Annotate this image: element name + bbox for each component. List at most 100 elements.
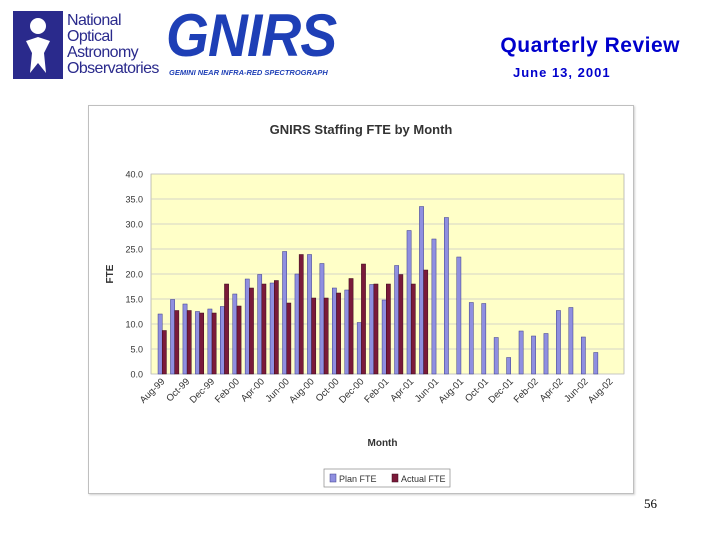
actual-fte-bar (336, 292, 341, 375)
plan-fte-bar (244, 278, 250, 375)
actual-fte-bar (274, 280, 279, 375)
plan-fte-bar (269, 282, 275, 375)
plan-fte-bar (456, 256, 462, 375)
x-tick-label: Dec-00 (337, 376, 366, 405)
plan-fte-bar (593, 352, 599, 375)
plan-fte-bar (344, 289, 350, 375)
x-tick-label: Oct-99 (164, 376, 192, 404)
x-tick-label: Jun-01 (413, 376, 441, 404)
plan-fte-bar (332, 287, 337, 375)
y-tick-label: 25.0 (125, 245, 143, 255)
plan-fte-bar (294, 273, 300, 375)
x-tick-label: Aug-99 (138, 376, 167, 405)
actual-fte-bar (323, 297, 329, 375)
y-tick-label: 10.0 (125, 320, 143, 330)
plan-fte-bar (170, 299, 175, 375)
x-tick-label: Feb-01 (362, 376, 391, 405)
plan-fte-bar (444, 217, 449, 375)
x-tick-label: Apr-01 (388, 376, 416, 404)
actual-fte-bar (161, 330, 167, 375)
x-tick-label: Oct-01 (463, 376, 491, 404)
noao-star-logo-icon (13, 11, 63, 79)
y-tick-label: 0.0 (130, 370, 143, 380)
legend-label: Actual FTE (401, 474, 446, 484)
plan-fte-bar (431, 238, 437, 375)
page-number: 56 (644, 496, 657, 511)
legend-box (323, 468, 451, 488)
plan-fte-bar (182, 303, 188, 375)
page-title: Quarterly Review (500, 34, 680, 57)
noao-wordmark: National Optical Astronomy Observatories (67, 13, 162, 77)
plan-fte-bar (307, 254, 312, 375)
noao-line: Astronomy (67, 44, 139, 61)
x-tick-label: Aug-02 (586, 376, 615, 405)
plan-fte-bar (506, 357, 511, 375)
y-tick-label: 15.0 (125, 295, 143, 305)
plan-fte-bar (369, 284, 375, 375)
y-axis-label: FTE (105, 264, 116, 283)
y-tick-label: 5.0 (130, 345, 143, 355)
chart-frame: GNIRS Staffing FTE by Month 0.0 5.0 10.0 15.… (88, 105, 634, 494)
noao-logo: National Optical Astronomy Observatories (13, 11, 159, 81)
x-tick-label: Aug-00 (287, 376, 316, 405)
fte-bar-chart: GNIRS Staffing FTE by Month 0.0 5.0 10.0 15.… (105, 122, 625, 488)
gnirs-logo-text: GNIRS (166, 2, 337, 69)
plan-fte-bar (580, 336, 586, 375)
plan-fte-bar (157, 313, 163, 375)
y-tick-label: 35.0 (125, 195, 143, 205)
plan-fte-bar (207, 308, 213, 375)
x-tick-label: Dec-99 (188, 376, 217, 405)
gnirs-logo-subtitle: GEMINI NEAR INFRA-RED SPECTROGRAPH (169, 68, 328, 77)
page-date: June 13, 2001 (513, 65, 611, 80)
x-tick-label: Apr-02 (538, 376, 566, 404)
legend-label: Plan FTE (339, 474, 377, 484)
actual-fte-bar (236, 305, 242, 375)
actual-fte-bar (311, 297, 317, 375)
noao-line: National (67, 12, 122, 29)
plan-fte-bar (406, 230, 412, 375)
actual-fte-bar (186, 310, 192, 375)
plan-fte-bar (232, 293, 238, 375)
actual-fte-bar (286, 302, 292, 375)
plan-fte-bar (481, 303, 487, 375)
plan-fte-bar (394, 265, 399, 375)
x-tick-label: Feb-02 (512, 376, 541, 405)
actual-fte-bar (199, 312, 205, 375)
plan-fte-bar (493, 337, 499, 375)
actual-fte-bar (373, 283, 379, 375)
actual-fte-bar (261, 283, 267, 375)
gnirs-logo: GNIRS GEMINI NEAR INFRA-RED SPECTROGRAPH (166, 4, 341, 80)
x-tick-label: Jun-02 (562, 376, 590, 404)
noao-line: Observatories (67, 60, 159, 77)
x-tick-label: Jun-00 (263, 376, 291, 404)
actual-fte-bar (361, 263, 366, 375)
x-tick-label: Dec-01 (486, 376, 515, 405)
plan-fte-bar (356, 322, 362, 375)
y-tick-label: 30.0 (125, 220, 143, 230)
actual-fte-bar (224, 283, 229, 375)
plan-fte-bar (419, 206, 424, 375)
actual-fte-bar (211, 312, 217, 375)
plan-fte-bar (556, 310, 561, 375)
plan-fte-bar (543, 333, 549, 375)
x-tick-label: Feb-00 (213, 376, 242, 405)
actual-fte-bar (386, 283, 391, 375)
legend-swatch-actual (391, 473, 399, 483)
plan-fte-bar (195, 311, 200, 375)
x-tick-label: Aug-01 (437, 376, 466, 405)
chart-title: GNIRS Staffing FTE by Month (270, 122, 453, 137)
plan-fte-bar (282, 251, 287, 375)
y-tick-label: 40.0 (125, 170, 143, 180)
y-tick-label: 20.0 (125, 270, 143, 280)
actual-fte-bar (249, 287, 254, 375)
plan-fte-bar (468, 302, 474, 375)
x-tick-label: Oct-00 (314, 376, 342, 404)
actual-fte-bar (410, 283, 416, 375)
plan-fte-bar (518, 330, 524, 375)
x-tick-label: Apr-00 (239, 376, 267, 404)
actual-fte-bar (298, 254, 304, 375)
plan-fte-bar (568, 307, 574, 375)
plan-fte-bar (531, 335, 536, 375)
actual-fte-bar (348, 278, 354, 375)
actual-fte-bar (398, 274, 404, 375)
